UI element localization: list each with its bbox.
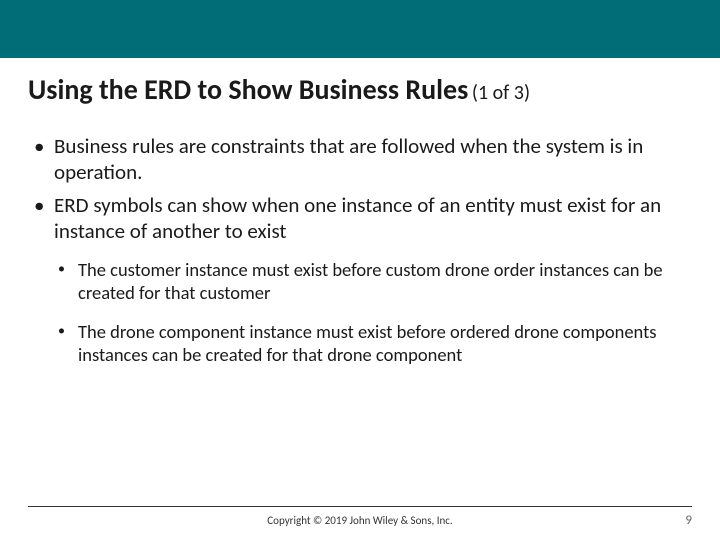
content-area: Business rules are constraints that are … bbox=[0, 115, 720, 367]
page-number: 9 bbox=[662, 513, 692, 528]
slide-title-suffix: (1 of 3) bbox=[472, 81, 530, 105]
footer: Copyright © 2019 John Wiley & Sons, Inc.… bbox=[0, 506, 720, 528]
main-bullet: Business rules are constraints that are … bbox=[32, 133, 688, 186]
copyright-text: Copyright © 2019 John Wiley & Sons, Inc. bbox=[58, 514, 662, 527]
main-bullet: ERD symbols can show when one instance o… bbox=[32, 192, 688, 245]
footer-line: Copyright © 2019 John Wiley & Sons, Inc.… bbox=[28, 506, 692, 528]
title-area: Using the ERD to Show Business Rules (1 … bbox=[0, 58, 720, 115]
sub-bullet: The customer instance must exist before … bbox=[56, 258, 688, 304]
main-bullet-list: Business rules are constraints that are … bbox=[32, 133, 688, 244]
top-color-bar bbox=[0, 0, 720, 58]
sub-bullet-list: The customer instance must exist before … bbox=[32, 258, 688, 367]
slide-title: Using the ERD to Show Business Rules bbox=[28, 72, 468, 107]
sub-bullet: The drone component instance must exist … bbox=[56, 320, 688, 366]
